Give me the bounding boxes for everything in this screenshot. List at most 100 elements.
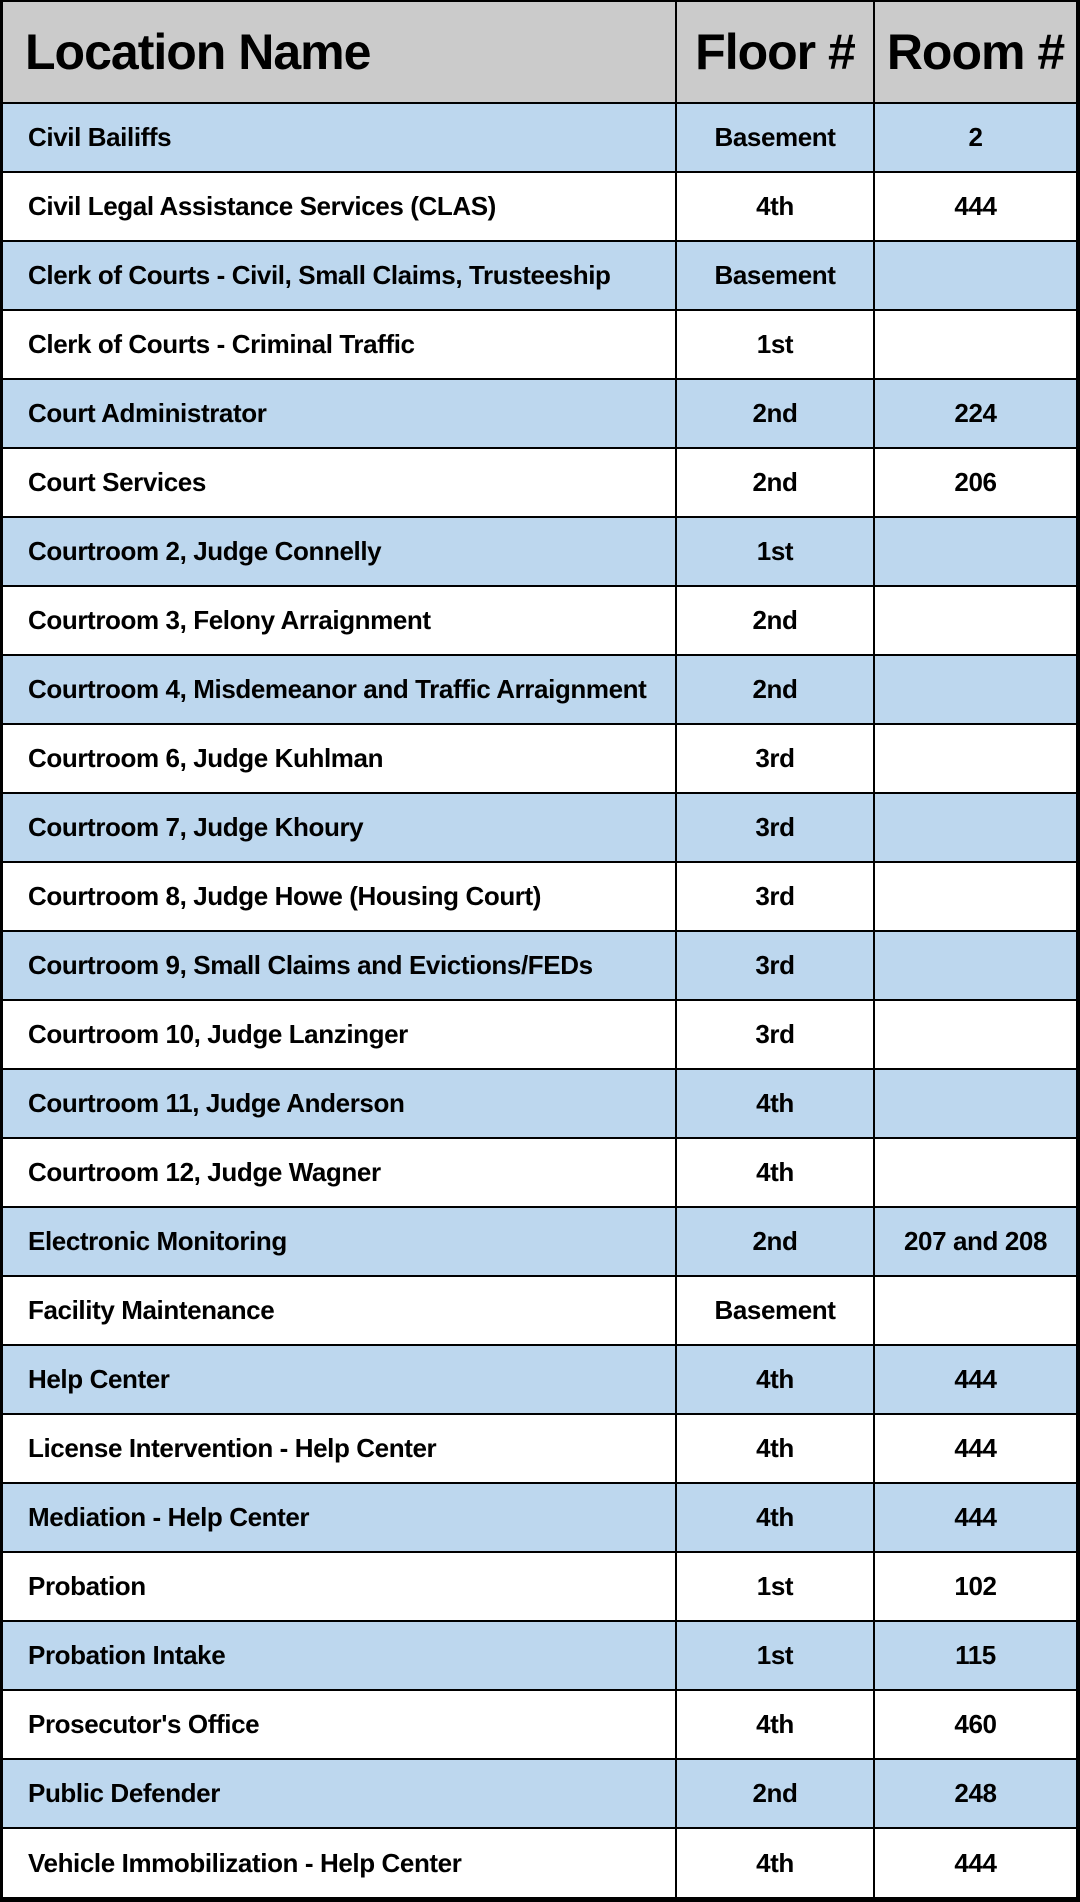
room-number-cell: 444 [873,1344,1076,1415]
table-row: Courtroom 4, Misdemeanor and Traffic Arr… [3,654,1076,725]
table-row: Mediation - Help Center 4th 444 [3,1482,1076,1553]
table-row: Courtroom 6, Judge Kuhlman 3rd [3,723,1076,794]
floor-number-cell: 1st [675,1620,875,1691]
location-name-cell: Clerk of Courts - Civil, Small Claims, T… [3,240,677,311]
room-number-cell [873,792,1076,863]
room-number-cell: 2 [873,102,1076,173]
floor-number-cell: Basement [675,1275,875,1346]
floor-number-cell: 4th [675,171,875,242]
location-name-cell: Prosecutor's Office [3,1689,677,1760]
directory-table: Location Name Floor # Room # Civil Baili… [3,2,1076,1897]
table-row: License Intervention - Help Center 4th 444 [3,1413,1076,1484]
table-row: Court Administrator 2nd 224 [3,378,1076,449]
floor-number-cell: 4th [675,1413,875,1484]
floor-number-cell: 3rd [675,930,875,1001]
floor-number-cell: Basement [675,102,875,173]
floor-number-cell: 1st [675,309,875,380]
floor-number-cell: 4th [675,1827,875,1897]
room-number-cell: 444 [873,171,1076,242]
room-number-cell [873,1068,1076,1139]
table-row: Facility Maintenance Basement [3,1275,1076,1346]
floor-number-cell: 2nd [675,1758,875,1829]
location-name-cell: Courtroom 9, Small Claims and Evictions/… [3,930,677,1001]
room-number-cell: 206 [873,447,1076,518]
room-number-cell [873,516,1076,587]
location-name-cell: Civil Legal Assistance Services (CLAS) [3,171,677,242]
table-row: Public Defender 2nd 248 [3,1758,1076,1829]
location-name-cell: Courtroom 6, Judge Kuhlman [3,723,677,794]
floor-number-cell: 4th [675,1068,875,1139]
table-row: Courtroom 2, Judge Connelly 1st [3,516,1076,587]
room-number-cell: 224 [873,378,1076,449]
table-row: Clerk of Courts - Civil, Small Claims, T… [3,240,1076,311]
floor-number-cell: 2nd [675,447,875,518]
table-header: Location Name Floor # Room # [3,2,1076,104]
table-row: Probation Intake 1st 115 [3,1620,1076,1691]
column-header-location-name: Location Name [3,2,677,104]
location-name-cell: Vehicle Immobilization - Help Center [3,1827,677,1897]
location-name-cell: Courtroom 10, Judge Lanzinger [3,999,677,1070]
table-row: Courtroom 3, Felony Arraignment 2nd [3,585,1076,656]
table-body: Civil Bailiffs Basement 2 Civil Legal Assis… [3,102,1076,1897]
room-number-cell [873,861,1076,932]
floor-number-cell: 2nd [675,1206,875,1277]
table-row: Clerk of Courts - Criminal Traffic 1st [3,309,1076,380]
location-name-cell: Clerk of Courts - Criminal Traffic [3,309,677,380]
location-name-cell: Public Defender [3,1758,677,1829]
header-row: Location Name Floor # Room # [3,2,1076,104]
location-name-cell: Mediation - Help Center [3,1482,677,1553]
location-name-cell: Probation Intake [3,1620,677,1691]
location-name-cell: Probation [3,1551,677,1622]
location-name-cell: Courtroom 11, Judge Anderson [3,1068,677,1139]
floor-number-cell: 3rd [675,792,875,863]
room-number-cell [873,585,1076,656]
floor-number-cell: 1st [675,516,875,587]
location-name-cell: Electronic Monitoring [3,1206,677,1277]
floor-number-cell: 2nd [675,378,875,449]
room-number-cell: 207 and 208 [873,1206,1076,1277]
location-name-cell: License Intervention - Help Center [3,1413,677,1484]
table-row: Courtroom 8, Judge Howe (Housing Court) 3… [3,861,1076,932]
floor-number-cell: 4th [675,1137,875,1208]
floor-number-cell: 3rd [675,999,875,1070]
floor-number-cell: 3rd [675,723,875,794]
room-number-cell [873,654,1076,725]
room-number-cell: 444 [873,1827,1076,1897]
table-row: Probation 1st 102 [3,1551,1076,1622]
floor-number-cell: Basement [675,240,875,311]
table-row: Prosecutor's Office 4th 460 [3,1689,1076,1760]
table-row: Courtroom 10, Judge Lanzinger 3rd [3,999,1076,1070]
room-number-cell: 444 [873,1482,1076,1553]
location-name-cell: Courtroom 2, Judge Connelly [3,516,677,587]
room-number-cell: 460 [873,1689,1076,1760]
floor-number-cell: 4th [675,1344,875,1415]
location-name-cell: Court Services [3,447,677,518]
location-name-cell: Facility Maintenance [3,1275,677,1346]
room-number-cell: 102 [873,1551,1076,1622]
floor-number-cell: 2nd [675,654,875,725]
table-row: Civil Bailiffs Basement 2 [3,102,1076,173]
table-row: Electronic Monitoring 2nd 207 and 208 [3,1206,1076,1277]
location-name-cell: Courtroom 3, Felony Arraignment [3,585,677,656]
table-row: Courtroom 11, Judge Anderson 4th [3,1068,1076,1139]
location-name-cell: Help Center [3,1344,677,1415]
location-name-cell: Courtroom 7, Judge Khoury [3,792,677,863]
table-row: Civil Legal Assistance Services (CLAS) 4t… [3,171,1076,242]
floor-number-cell: 4th [675,1689,875,1760]
table-row: Court Services 2nd 206 [3,447,1076,518]
table-row: Courtroom 9, Small Claims and Evictions/… [3,930,1076,1001]
floor-number-cell: 3rd [675,861,875,932]
location-name-cell: Courtroom 4, Misdemeanor and Traffic Arr… [3,654,677,725]
room-number-cell [873,240,1076,311]
room-number-cell: 248 [873,1758,1076,1829]
column-header-floor-number: Floor # [675,2,875,104]
floor-number-cell: 1st [675,1551,875,1622]
location-name-cell: Civil Bailiffs [3,102,677,173]
room-number-cell: 115 [873,1620,1076,1691]
floor-number-cell: 4th [675,1482,875,1553]
room-number-cell: 444 [873,1413,1076,1484]
room-number-cell [873,309,1076,380]
room-number-cell [873,930,1076,1001]
table-row: Courtroom 7, Judge Khoury 3rd [3,792,1076,863]
